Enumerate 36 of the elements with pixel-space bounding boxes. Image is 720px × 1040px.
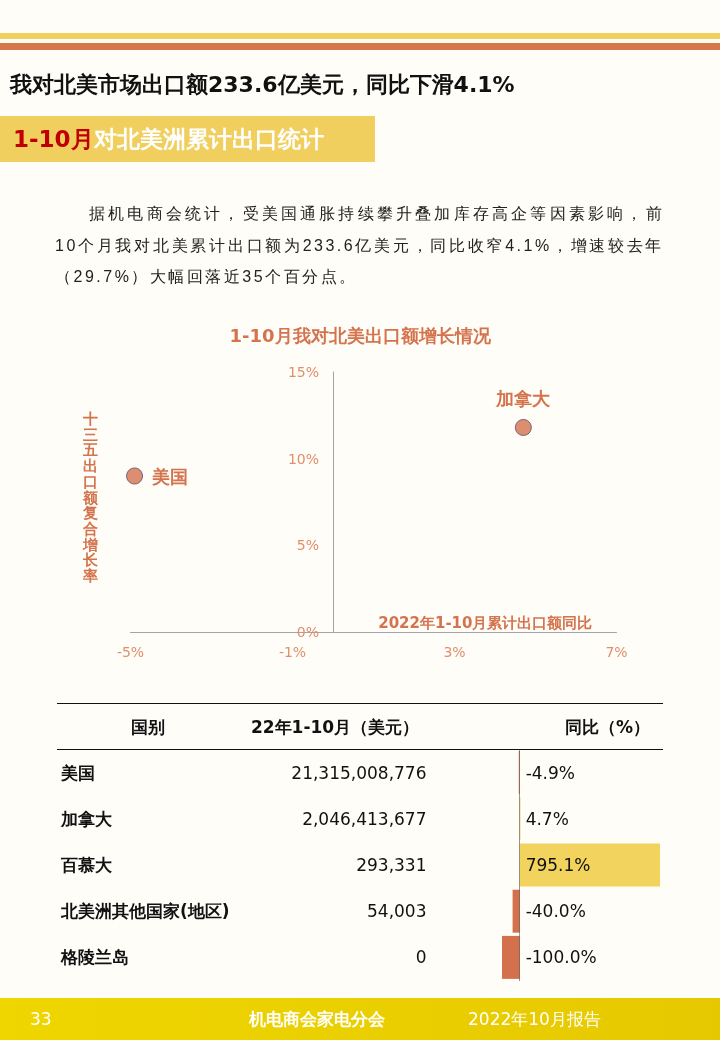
chart-title: 1-10月我对北美出口额增长情况 [229, 324, 492, 346]
y-tick-label: 加拿大 [60, 808, 113, 829]
y-tick-label: 百慕大 [60, 855, 113, 875]
text: 我对北美市场出口额233.6亿美元，同比下滑4.1% [10, 71, 515, 99]
text: 2,046,413,677 [302, 808, 427, 829]
annotation: 加拿大 [495, 387, 552, 409]
x-tick-label: -5% [116, 644, 145, 660]
text: 33 [30, 1008, 52, 1030]
text: 机电商会家电分会 [249, 1008, 385, 1030]
data-label: -4.9% [525, 762, 575, 783]
y-tick-label: 5% [296, 537, 319, 554]
data-label: 795.1% [525, 855, 591, 875]
x-tick-label: 7% [605, 644, 628, 660]
y-tick-label: 美国 [60, 762, 95, 783]
x-axis-title: 2022年1-10月累计出口额同比 [378, 614, 593, 632]
y-axis-title: 国别 [131, 717, 165, 737]
y-tick-label: 10% [287, 450, 319, 467]
text: 2022年10月报告 [468, 1008, 601, 1030]
y-tick-label: 北美洲其他国家(地区) [60, 901, 230, 922]
text: 21,315,008,776 [291, 762, 427, 783]
text: 293,331 [356, 855, 427, 875]
x-axis-title: 同比（%） [564, 717, 650, 737]
x-tick-label: -1% [278, 644, 307, 660]
data-label: -100.0% [525, 947, 597, 968]
y-tick-label: 15% [287, 364, 319, 380]
text: 22年1-10月（美元） [250, 717, 420, 737]
annotation: 美国 [150, 465, 188, 487]
text: 1-10月对北美洲累计出口统计 [13, 126, 324, 152]
text: 据机电商会统计，受美国通胀持续攀升叠加库存高企等因素影响，前10个月我对北美累计出口额为233.6亿美元，同比收窄4.1%，增速较去年（29.7%）大幅回落近35个百分点。 [55, 204, 664, 287]
x-tick-label: 3% [443, 644, 466, 660]
text: 54,003 [367, 901, 427, 922]
data-label: 4.7% [525, 808, 569, 829]
text: 0 [415, 947, 427, 968]
data-label: -40.0% [525, 901, 586, 922]
y-tick-label: 格陵兰岛 [60, 947, 129, 968]
text: 十三五出口额复合增长率 [82, 410, 98, 586]
